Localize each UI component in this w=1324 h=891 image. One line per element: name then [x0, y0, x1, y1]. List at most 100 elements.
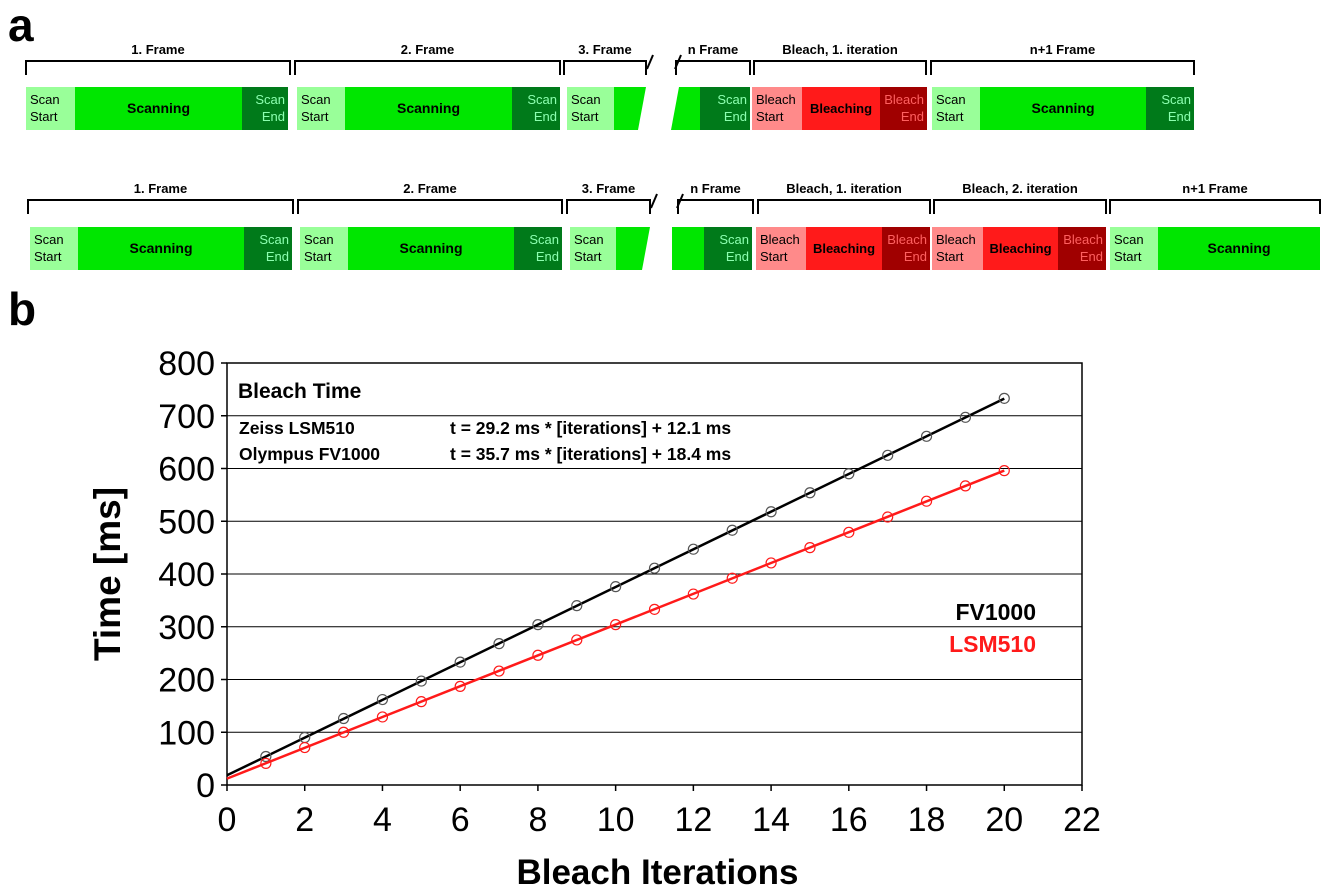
- timeline-segment-scan-start: Scan Start: [932, 87, 980, 130]
- segment-block: [244, 227, 292, 270]
- y-tick-label: 400: [158, 556, 215, 594]
- segment-block: [671, 87, 700, 130]
- bracket-line: [757, 199, 931, 214]
- segment-label: Start: [936, 109, 964, 124]
- segment-block: [752, 87, 802, 130]
- data-point: [610, 581, 622, 593]
- data-point: [882, 449, 894, 461]
- segment-block: [700, 87, 750, 130]
- bracket-line: [27, 199, 294, 214]
- y-tick-label: 600: [158, 451, 215, 489]
- frame-bracket: 2. Frame: [297, 181, 563, 214]
- data-point: [843, 526, 855, 538]
- bracket-label: n+1 Frame: [1182, 181, 1247, 196]
- data-point: [765, 557, 777, 569]
- segment-block: [26, 87, 75, 130]
- x-tick-label: 16: [830, 801, 868, 839]
- y-tick-label: 500: [158, 503, 215, 541]
- segment-block: [614, 87, 646, 130]
- segment-label: Scanning: [1031, 100, 1094, 116]
- segment-block: [672, 227, 704, 270]
- segment-label: Start: [34, 249, 62, 264]
- frame-bracket: 3. Frame: [566, 181, 651, 214]
- segment-block: [980, 87, 1146, 130]
- segment-block: [567, 87, 614, 130]
- timeline-segment-scanning: [614, 87, 646, 130]
- bracket-line: [563, 60, 647, 75]
- bracket-line: [933, 199, 1107, 214]
- segment-block: [30, 227, 78, 270]
- segment-label: Start: [936, 249, 964, 264]
- segment-block: [1058, 227, 1106, 270]
- equation-formula: t = 35.7 ms * [iterations] + 18.4 ms: [450, 444, 731, 464]
- data-point: [415, 696, 427, 708]
- bracket-line: [753, 60, 927, 75]
- segment-block: [932, 87, 980, 130]
- fit-line: [226, 397, 1005, 777]
- segment-label: Start: [571, 109, 599, 124]
- axis-break-mark: [650, 193, 658, 209]
- bracket-label: n Frame: [688, 42, 739, 57]
- segment-label: End: [904, 249, 927, 264]
- y-axis-title: Time [ms]: [87, 487, 128, 661]
- bracket-label: 1. Frame: [131, 42, 184, 57]
- segment-block: [75, 87, 242, 130]
- data-point: [998, 392, 1010, 404]
- segment-label: Scanning: [399, 240, 462, 256]
- segment-block: [1158, 227, 1320, 270]
- timeline-segment-scan-end: Scan End: [700, 87, 750, 130]
- panel-a-letter: a: [8, 0, 34, 51]
- segment-label: Start: [304, 249, 332, 264]
- x-axis-title: Bleach Iterations: [516, 853, 798, 891]
- segment-block: [932, 227, 983, 270]
- timeline-segment-scan-end: Scan End: [242, 87, 288, 130]
- timeline-segment-scan-start: Scan Start: [297, 87, 345, 130]
- y-tick-label: 200: [158, 662, 215, 700]
- segment-label: Bleach: [887, 232, 927, 247]
- segment-label: Scan: [571, 92, 601, 107]
- timeline-segment-bleach-start: Bleach Start: [752, 87, 802, 130]
- timeline-segment-scan-end: Scan End: [514, 227, 562, 270]
- segment-block: [806, 227, 882, 270]
- segment-block: [1146, 87, 1194, 130]
- segment-label: Scanning: [129, 240, 192, 256]
- segment-label: Scan: [719, 232, 749, 247]
- x-tick-label: 20: [985, 801, 1023, 839]
- segment-label: Scan: [259, 232, 289, 247]
- x-tick-label: 0: [218, 801, 237, 839]
- data-point: [959, 411, 972, 423]
- data-point: [571, 634, 583, 646]
- data-point: [337, 726, 350, 738]
- x-tick-label: 6: [451, 801, 470, 839]
- data-point: [843, 468, 855, 480]
- data-point: [920, 495, 933, 507]
- data-point: [726, 524, 738, 536]
- timeline-segment-scan-end: Scan End: [704, 227, 752, 270]
- bracket-label: Bleach, 1. iteration: [786, 181, 902, 196]
- segment-block: [242, 87, 288, 130]
- timeline-segment-bleach-end: Bleach End: [882, 227, 930, 270]
- bracket-label: n Frame: [690, 181, 741, 196]
- x-tick-label: 12: [674, 801, 712, 839]
- data-point: [648, 603, 661, 615]
- series-lsm510: [226, 465, 1010, 780]
- data-point: [493, 638, 505, 650]
- timeline-segment-scanning: [616, 227, 650, 270]
- legend-entry: FV1000: [955, 599, 1036, 625]
- panel-b-letter: b: [8, 283, 37, 335]
- fit-line: [226, 469, 1005, 780]
- timeline-segment-scanning: Scanning: [78, 227, 244, 270]
- segment-label: Scan: [527, 92, 557, 107]
- frame-bracket: 1. Frame: [27, 181, 294, 214]
- segment-label: Scan: [1161, 92, 1191, 107]
- segment-block: [512, 87, 560, 130]
- timeline-row-1: 1. Frame 2. Frame 3. Frame n Frame Bleach, 1…: [25, 42, 1195, 130]
- segment-label: Start: [574, 249, 602, 264]
- equation-formula: t = 29.2 ms * [iterations] + 12.1 ms: [450, 418, 731, 438]
- segment-label: Start: [301, 109, 329, 124]
- timeline-segment-bleaching: Bleaching: [983, 227, 1058, 270]
- frame-bracket: Bleach, 2. iteration: [933, 181, 1107, 214]
- segment-label: End: [724, 109, 747, 124]
- bracket-line: [1109, 199, 1321, 214]
